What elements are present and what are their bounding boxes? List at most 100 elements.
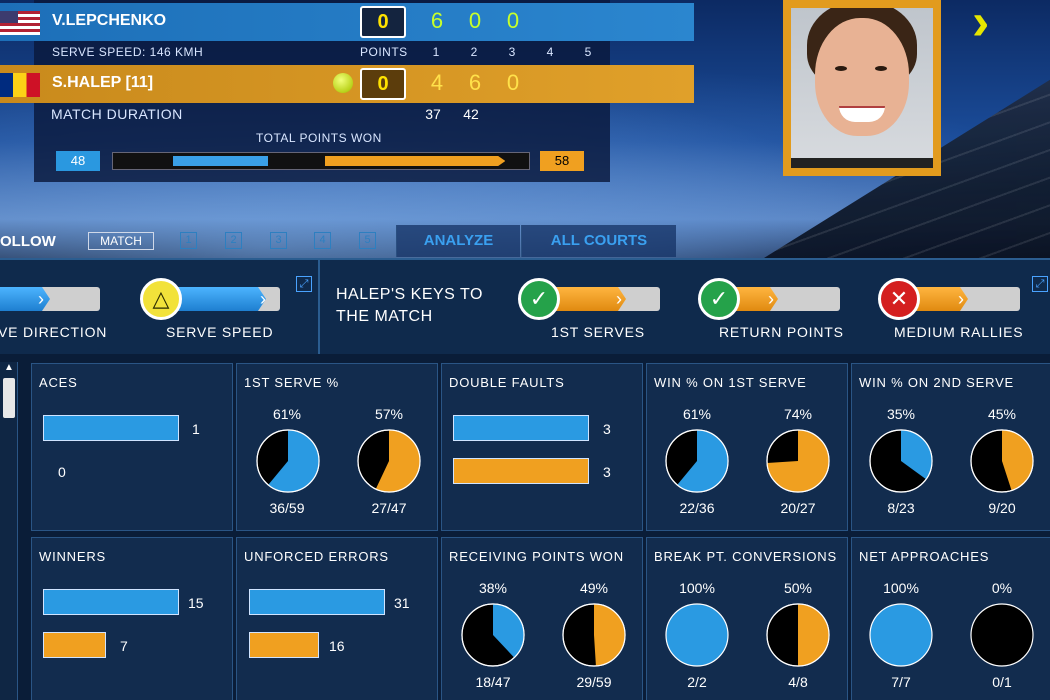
player1-set-3: 0 bbox=[506, 8, 520, 33]
pie-outline bbox=[665, 429, 729, 493]
card-net-approaches: NET APPROACHES 100% 7/7 0% 0/1 bbox=[851, 537, 1050, 700]
total-points-label: TOTAL POINTS WON bbox=[256, 131, 382, 145]
pie-outline bbox=[766, 429, 830, 493]
frac-player1: 18/47 bbox=[475, 674, 511, 690]
pie-slice bbox=[375, 430, 420, 492]
double-faults-value-player2: 3 bbox=[603, 464, 611, 480]
cross-icon: ✕ bbox=[878, 278, 920, 320]
pie-outline bbox=[562, 603, 626, 667]
romania-flag-icon bbox=[0, 73, 40, 97]
chevron-right-icon: › bbox=[958, 289, 964, 309]
next-chevron-icon[interactable]: › bbox=[972, 0, 990, 51]
set-tab-3[interactable]: 3 bbox=[270, 232, 287, 249]
double-faults-bar-player2 bbox=[453, 458, 589, 484]
pct-player1: 100% bbox=[883, 580, 919, 596]
player1-set-1: 6 bbox=[430, 8, 444, 33]
points-label: POINTS bbox=[360, 45, 408, 59]
total-points-player1: 48 bbox=[56, 151, 100, 171]
pct-player2: 0% bbox=[991, 580, 1013, 596]
winners-bar-player2 bbox=[43, 632, 106, 658]
keys-strip: › VE DIRECTION › △ SERVE SPEED ⤢ HALEP'S… bbox=[0, 258, 1050, 354]
total-points-bar-player2 bbox=[325, 156, 506, 166]
player1-current-point: 0 bbox=[360, 6, 406, 38]
card-win-1st-serve: WIN % ON 1ST SERVE 61% 22/36 74% 20/27 bbox=[646, 363, 848, 531]
card-title: DOUBLE FAULTS bbox=[449, 375, 565, 390]
keys-title: HALEP'S KEYS TO THE MATCH bbox=[336, 286, 483, 325]
total-points-bar-player1 bbox=[173, 156, 269, 166]
pct-player1: 61% bbox=[272, 406, 302, 422]
card-break-points: BREAK PT. CONVERSIONS 100% 2/2 50% 4/8 bbox=[646, 537, 848, 700]
key-bar-1st-serves: › bbox=[548, 287, 660, 311]
winners-value-player2: 7 bbox=[120, 638, 128, 654]
player2-sets: 4 6 0 bbox=[418, 70, 532, 96]
pie-outline bbox=[970, 429, 1034, 493]
card-win-2nd-serve: WIN % ON 2ND SERVE 35% 8/23 45% 9/20 bbox=[851, 363, 1050, 531]
pie-player2 bbox=[766, 603, 830, 667]
pie-player2 bbox=[357, 429, 421, 493]
pie-player1 bbox=[869, 603, 933, 667]
set-durations: 37 42 bbox=[414, 106, 490, 122]
pie-player1 bbox=[665, 429, 729, 493]
match-button[interactable]: MATCH bbox=[88, 232, 154, 250]
card-title: ACES bbox=[39, 375, 78, 390]
set-tab-5[interactable]: 5 bbox=[359, 232, 376, 249]
pie-slice bbox=[677, 430, 728, 492]
card-title: WIN % ON 2ND SERVE bbox=[859, 375, 1015, 390]
player2-set-2: 6 bbox=[468, 70, 482, 95]
tab-analyze[interactable]: ANALYZE bbox=[396, 225, 520, 257]
pie-player2 bbox=[970, 429, 1034, 493]
pie-slice bbox=[901, 430, 932, 480]
check-icon: ✓ bbox=[518, 278, 560, 320]
card-title: UNFORCED ERRORS bbox=[244, 549, 389, 564]
scroll-up-icon[interactable]: ▲ bbox=[4, 362, 14, 373]
tab-all-courts[interactable]: ALL COURTS bbox=[521, 225, 676, 257]
player-portrait bbox=[791, 8, 933, 168]
card-unforced-errors: UNFORCED ERRORS 31 16 bbox=[236, 537, 438, 700]
key-bar-medium-rallies: › bbox=[906, 287, 1020, 311]
chevron-right-icon: › bbox=[616, 289, 622, 309]
pie-base bbox=[665, 603, 729, 667]
unforced-value-player1: 31 bbox=[394, 595, 410, 611]
pct-player1: 35% bbox=[886, 406, 916, 422]
expand-icon[interactable]: ⤢ bbox=[296, 276, 312, 292]
unforced-value-player2: 16 bbox=[329, 638, 345, 654]
scoreboard: V.LEPCHENKO 0 6 0 0 SERVE SPEED: 146 KMH… bbox=[0, 0, 694, 182]
portrait-smile bbox=[839, 106, 885, 122]
pct-player2: 50% bbox=[783, 580, 813, 596]
scroll-thumb[interactable] bbox=[3, 378, 15, 418]
pie-outline bbox=[256, 429, 320, 493]
card-double-faults: DOUBLE FAULTS 3 3 bbox=[441, 363, 643, 531]
pct-player1: 38% bbox=[478, 580, 508, 596]
frac-player2: 0/1 bbox=[992, 674, 1012, 690]
pie-player1 bbox=[665, 603, 729, 667]
scrollbar[interactable]: ▲ bbox=[0, 362, 18, 700]
frac-player2: 29/59 bbox=[576, 674, 612, 690]
card-title: NET APPROACHES bbox=[859, 549, 990, 564]
key-bar-return-points: › bbox=[726, 287, 840, 311]
serve-speed: SERVE SPEED: 146 KMH bbox=[52, 45, 204, 59]
double-faults-bar-player1 bbox=[453, 415, 589, 441]
pie-slice bbox=[767, 430, 829, 492]
set-tab-4[interactable]: 4 bbox=[314, 232, 331, 249]
frac-player1: 2/2 bbox=[687, 674, 707, 690]
pct-player1: 100% bbox=[679, 580, 715, 596]
serve-direction-label: VE DIRECTION bbox=[0, 324, 108, 340]
serve-speed-bar-fill bbox=[168, 287, 266, 311]
card-1st-serve: 1ST SERVE % 61% 36/59 57% 27/47 bbox=[236, 363, 438, 531]
chevron-right-icon: › bbox=[38, 289, 44, 309]
aces-value-player2: 0 bbox=[58, 464, 66, 480]
pie-player2 bbox=[766, 429, 830, 493]
expand-icon[interactable]: ⤢ bbox=[1032, 276, 1048, 292]
unforced-bar-player2 bbox=[249, 632, 319, 658]
set-tab-1[interactable]: 1 bbox=[180, 232, 197, 249]
set-tab-2[interactable]: 2 bbox=[225, 232, 242, 249]
total-points-player2: 58 bbox=[540, 151, 584, 171]
card-title: WIN % ON 1ST SERVE bbox=[654, 375, 807, 390]
usa-flag-icon bbox=[0, 11, 40, 35]
key-label-medium-rallies: MEDIUM RALLIES bbox=[894, 324, 1024, 340]
pct-player2: 45% bbox=[987, 406, 1017, 422]
triangle-icon: △ bbox=[140, 278, 182, 320]
player2-row: S.HALEP [11] 0 4 6 0 bbox=[0, 65, 694, 103]
follow-label[interactable]: OLLOW bbox=[0, 233, 56, 250]
player2-name: S.HALEP [11] bbox=[52, 74, 154, 91]
